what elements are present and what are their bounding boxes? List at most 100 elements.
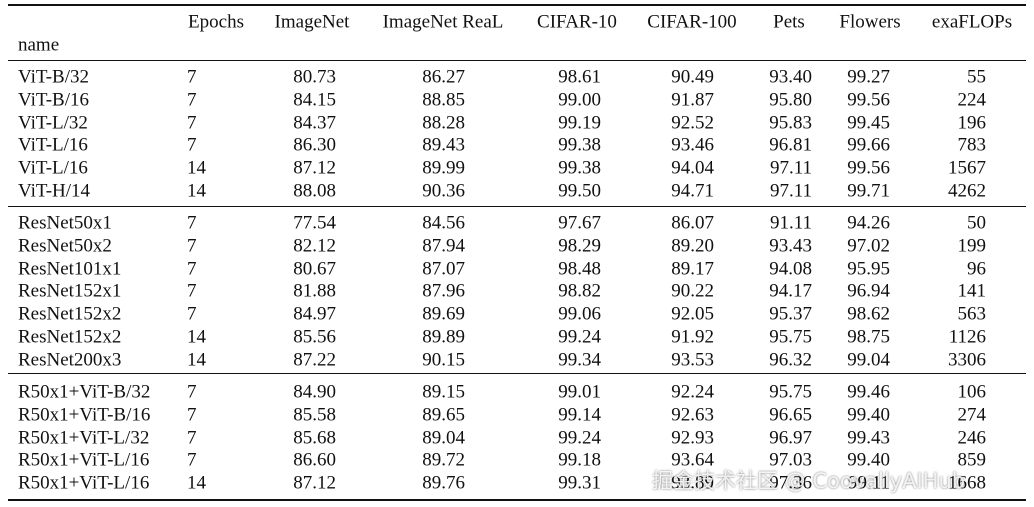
cell: 99.19 [558, 112, 601, 133]
column-header: ImageNet [274, 11, 350, 33]
column-header: Flowers [839, 11, 901, 33]
cell: 94.04 [671, 157, 714, 179]
cell: 14 [187, 157, 206, 179]
cell: 99.71 [847, 180, 890, 202]
cell: 93.40 [769, 66, 812, 88]
cell: 99.43 [847, 427, 890, 448]
cell: 94.08 [769, 258, 812, 279]
cell: 7 [187, 449, 197, 471]
cell: 92.63 [671, 404, 714, 426]
cell: 99.11 [847, 472, 890, 494]
cell: 89.65 [422, 404, 465, 426]
cell: 93.46 [671, 134, 714, 156]
cell: 95.83 [769, 112, 812, 133]
cell: 95.80 [769, 89, 812, 111]
cell: 98.29 [558, 235, 601, 257]
cell: 224 [957, 89, 987, 111]
cell: 94.26 [847, 212, 890, 234]
cell: 77.54 [293, 212, 336, 234]
cell: 85.58 [293, 404, 336, 426]
watermark: 掘金技术社区 @ CoovallyAIHub [652, 469, 966, 493]
cell: 89.43 [422, 134, 465, 156]
cell: 246 [957, 427, 987, 448]
cell: 99.56 [847, 89, 890, 111]
cell: 94.71 [671, 180, 714, 202]
cell: 92.05 [671, 303, 714, 325]
cell: 14 [187, 472, 206, 494]
cell: 199 [957, 235, 987, 257]
cell: 7 [187, 427, 197, 448]
cell: 82.12 [293, 235, 336, 257]
cell: 1668 [948, 472, 986, 494]
cell: 99.18 [558, 449, 601, 471]
cell: 92.93 [671, 427, 714, 448]
cell: 89.20 [671, 235, 714, 257]
cell: 7 [187, 404, 197, 426]
cell: 93.89 [671, 472, 714, 494]
cell: 90.15 [422, 349, 465, 370]
row-name: ViT-L/16 [18, 134, 88, 156]
cell: 94.17 [769, 280, 812, 302]
cell: 81.88 [293, 280, 336, 302]
cell: 99.04 [847, 349, 890, 370]
cell: 84.56 [422, 212, 465, 234]
cell: 99.31 [558, 472, 601, 494]
cell: 88.85 [422, 89, 465, 111]
cell: 7 [187, 303, 197, 325]
cell: 14 [187, 180, 206, 202]
cell: 87.22 [293, 349, 336, 370]
row-name: R50x1+ViT-B/32 [18, 381, 151, 403]
cell: 99.01 [558, 381, 601, 403]
cell: 98.61 [558, 66, 601, 88]
cell: 87.96 [422, 280, 465, 302]
cell: 98.75 [847, 326, 890, 348]
cell: 84.90 [293, 381, 336, 403]
cell: 87.07 [422, 258, 465, 279]
cell: 99.40 [847, 404, 890, 426]
row-name: R50x1+ViT-L/32 [18, 427, 150, 448]
cell: 90.22 [671, 280, 714, 302]
row-name: ResNet152x2 [18, 303, 122, 325]
cell: 7 [187, 235, 197, 257]
cell: 89.15 [422, 381, 465, 403]
cell: 89.99 [422, 157, 465, 179]
cell: 1567 [948, 157, 986, 179]
cell: 99.66 [847, 134, 890, 156]
cell: 7 [187, 112, 197, 133]
cell: 86.60 [293, 449, 336, 471]
row-name: ResNet50x2 [18, 235, 112, 257]
top-rule [8, 4, 1026, 6]
cell: 84.15 [293, 89, 336, 111]
cell: 99.56 [847, 157, 890, 179]
cell: 99.06 [558, 303, 601, 325]
cell: 7 [187, 258, 197, 279]
column-header: exaFLOPs [931, 11, 1013, 33]
cell: 80.67 [293, 258, 336, 279]
cell: 97.03 [769, 449, 812, 471]
cell: 84.97 [293, 303, 336, 325]
cell: 783 [957, 134, 987, 156]
cell: 96 [967, 258, 986, 279]
cell: 96.32 [769, 349, 812, 370]
cell: 97.02 [847, 235, 890, 257]
cell: 85.56 [293, 326, 336, 348]
cell: 859 [957, 449, 987, 471]
cell: 89.89 [422, 326, 465, 348]
cell: 96.94 [847, 280, 890, 302]
row-name: ResNet50x1 [18, 212, 112, 234]
cell: 1126 [948, 326, 986, 348]
cell: 91.87 [671, 89, 714, 111]
cell: 99.46 [847, 381, 890, 403]
cell: 86.07 [671, 212, 714, 234]
cell: 91.11 [769, 212, 812, 234]
cell: 89.69 [422, 303, 465, 325]
cell: 89.04 [422, 427, 465, 448]
cell: 99.24 [558, 427, 601, 448]
cell: 88.28 [422, 112, 465, 133]
cell: 106 [957, 381, 987, 403]
row-name: ViT-B/16 [18, 89, 89, 111]
column-header: Pets [773, 11, 805, 33]
column-header: CIFAR-100 [647, 11, 737, 33]
cell: 86.27 [422, 66, 465, 88]
cell: 87.12 [293, 157, 336, 179]
